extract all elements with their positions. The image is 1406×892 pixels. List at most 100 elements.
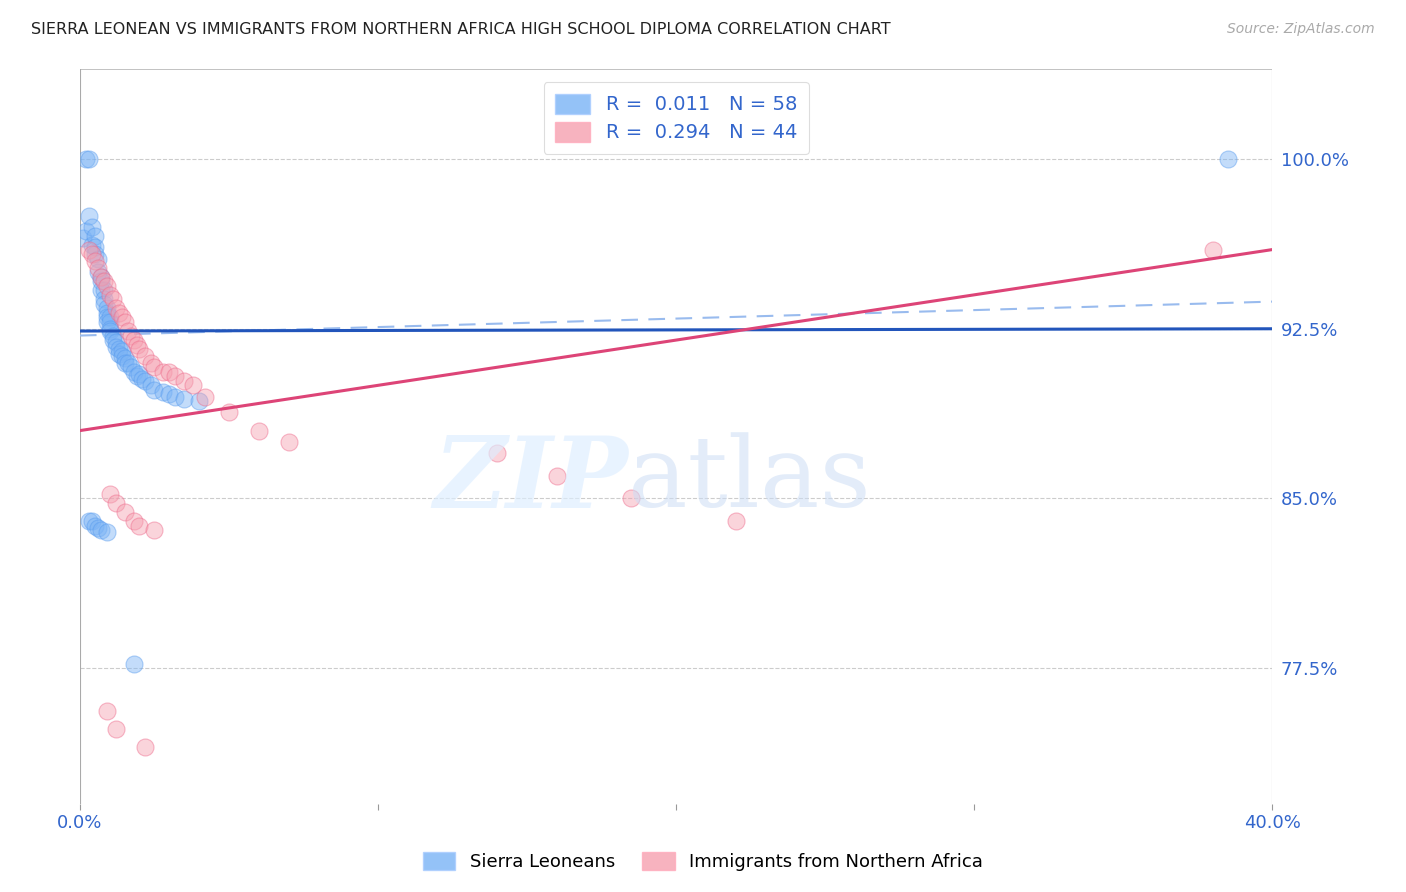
Point bbox=[104, 340, 127, 354]
Point bbox=[107, 342, 129, 356]
Point bbox=[724, 514, 747, 528]
Point bbox=[546, 468, 568, 483]
Point bbox=[96, 310, 118, 325]
Point bbox=[96, 315, 118, 329]
Point bbox=[120, 360, 142, 375]
Point bbox=[122, 333, 145, 347]
Point bbox=[122, 514, 145, 528]
Point bbox=[93, 297, 115, 311]
Point bbox=[77, 514, 100, 528]
Text: ZIP: ZIP bbox=[433, 432, 628, 529]
Point bbox=[1202, 243, 1225, 257]
Point bbox=[165, 390, 187, 404]
Point bbox=[87, 252, 110, 266]
Point bbox=[90, 523, 112, 537]
Point bbox=[87, 521, 110, 535]
Point bbox=[80, 514, 103, 528]
Point bbox=[83, 253, 105, 268]
Point bbox=[96, 301, 118, 316]
Point bbox=[131, 371, 153, 385]
Point bbox=[75, 224, 97, 238]
Point bbox=[101, 293, 124, 307]
Point bbox=[96, 704, 118, 718]
Point bbox=[141, 378, 163, 392]
Point bbox=[143, 523, 166, 537]
Point bbox=[134, 374, 156, 388]
Point bbox=[98, 324, 121, 338]
Point bbox=[87, 265, 110, 279]
Point bbox=[107, 306, 129, 320]
Point bbox=[218, 405, 240, 419]
Point bbox=[96, 525, 118, 540]
Point bbox=[134, 740, 156, 755]
Point bbox=[93, 274, 115, 288]
Point bbox=[98, 288, 121, 302]
Point bbox=[165, 369, 187, 384]
Point bbox=[128, 342, 150, 356]
Point bbox=[93, 293, 115, 307]
Point bbox=[128, 367, 150, 381]
Point bbox=[83, 247, 105, 261]
Point bbox=[101, 333, 124, 347]
Point bbox=[114, 351, 136, 366]
Point bbox=[125, 369, 148, 384]
Point bbox=[90, 269, 112, 284]
Point bbox=[194, 390, 217, 404]
Text: SIERRA LEONEAN VS IMMIGRANTS FROM NORTHERN AFRICA HIGH SCHOOL DIPLOMA CORRELATIO: SIERRA LEONEAN VS IMMIGRANTS FROM NORTHE… bbox=[31, 22, 890, 37]
Point bbox=[90, 283, 112, 297]
Point bbox=[98, 322, 121, 336]
Point bbox=[104, 723, 127, 737]
Point bbox=[247, 424, 270, 438]
Point bbox=[114, 315, 136, 329]
Point bbox=[96, 306, 118, 320]
Legend: Sierra Leoneans, Immigrants from Northern Africa: Sierra Leoneans, Immigrants from Norther… bbox=[416, 845, 990, 879]
Point bbox=[114, 505, 136, 519]
Point bbox=[98, 315, 121, 329]
Point bbox=[83, 518, 105, 533]
Point bbox=[117, 356, 139, 370]
Point bbox=[104, 496, 127, 510]
Point bbox=[143, 383, 166, 397]
Point bbox=[83, 240, 105, 254]
Point bbox=[110, 310, 132, 325]
Point bbox=[143, 360, 166, 375]
Point bbox=[141, 356, 163, 370]
Point bbox=[120, 328, 142, 343]
Point bbox=[96, 278, 118, 293]
Point bbox=[620, 491, 643, 506]
Point bbox=[173, 392, 195, 406]
Point bbox=[157, 387, 180, 401]
Point bbox=[90, 269, 112, 284]
Point bbox=[134, 349, 156, 363]
Point bbox=[152, 385, 174, 400]
Point bbox=[80, 219, 103, 234]
Point bbox=[77, 152, 100, 166]
Point bbox=[83, 229, 105, 244]
Point bbox=[114, 356, 136, 370]
Point bbox=[93, 283, 115, 297]
Point bbox=[181, 378, 204, 392]
Point bbox=[110, 344, 132, 359]
Point bbox=[98, 310, 121, 325]
Point bbox=[486, 446, 509, 460]
Point bbox=[77, 243, 100, 257]
Point bbox=[77, 209, 100, 223]
Point bbox=[110, 349, 132, 363]
Point bbox=[1216, 152, 1239, 166]
Point bbox=[72, 231, 94, 245]
Point bbox=[104, 335, 127, 350]
Point bbox=[277, 434, 299, 449]
Point bbox=[80, 247, 103, 261]
Point bbox=[101, 328, 124, 343]
Legend: R =  0.011   N = 58, R =  0.294   N = 44: R = 0.011 N = 58, R = 0.294 N = 44 bbox=[544, 82, 808, 154]
Point bbox=[90, 274, 112, 288]
Point bbox=[117, 324, 139, 338]
Point bbox=[122, 657, 145, 671]
Point bbox=[80, 238, 103, 252]
Point bbox=[152, 365, 174, 379]
Point bbox=[98, 487, 121, 501]
Point bbox=[107, 346, 129, 360]
Text: Source: ZipAtlas.com: Source: ZipAtlas.com bbox=[1227, 22, 1375, 37]
Point bbox=[87, 260, 110, 275]
Point bbox=[173, 374, 195, 388]
